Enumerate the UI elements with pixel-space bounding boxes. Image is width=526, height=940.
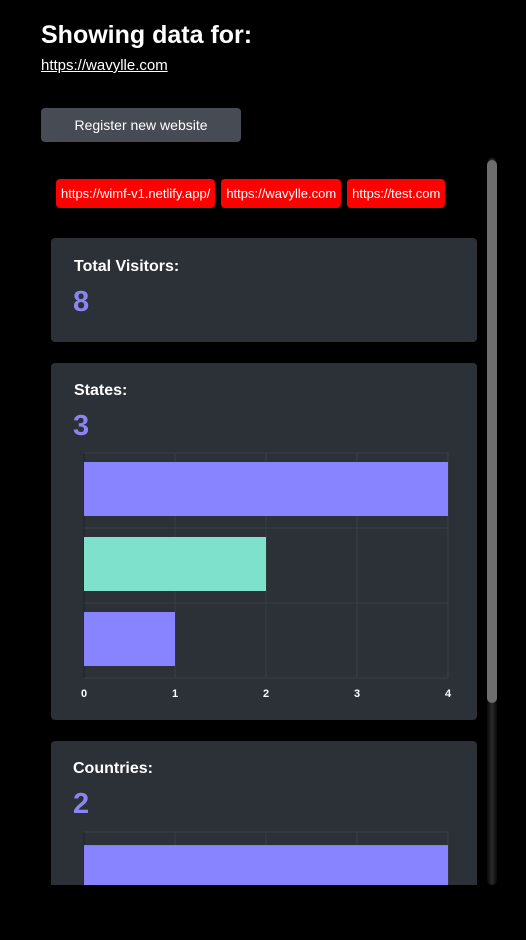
page-title: Showing data for: [41, 21, 253, 49]
countries-label: Countries: [73, 760, 153, 777]
states-value: 3 [73, 410, 90, 442]
x-tick-label: 3 [354, 688, 360, 700]
website-chip[interactable]: https://wimf-v1.netlify.app/ [56, 179, 216, 208]
countries-card: Countries: 2 [51, 741, 477, 885]
website-chip-list: https://wimf-v1.netlify.app/ https://wav… [56, 179, 446, 208]
scrollbar-thumb[interactable] [487, 160, 497, 703]
bar [84, 612, 175, 666]
countries-bar-chart [83, 831, 449, 885]
x-tick-label: 0 [81, 688, 87, 700]
website-chip[interactable]: https://test.com [347, 179, 446, 208]
x-tick-label: 1 [172, 688, 178, 700]
bar [84, 537, 266, 591]
register-website-button[interactable]: Register new website [41, 108, 241, 142]
total-visitors-card: Total Visitors: 8 [51, 238, 477, 342]
states-card: States: 3 0 1 2 3 4 [51, 363, 477, 720]
states-label: States: [74, 382, 128, 399]
x-tick-label: 4 [445, 688, 452, 700]
dashboard-scroll-area[interactable]: https://wimf-v1.netlify.app/ https://wav… [41, 158, 486, 885]
total-visitors-value: 8 [73, 286, 90, 318]
total-visitors-label: Total Visitors: [74, 258, 180, 275]
bar [84, 462, 448, 516]
website-chip[interactable]: https://wavylle.com [221, 179, 342, 208]
scrollbar-track[interactable] [487, 158, 497, 885]
x-tick-label: 2 [263, 688, 269, 700]
bar [84, 845, 448, 885]
current-site-link[interactable]: https://wavylle.com [41, 57, 168, 74]
countries-value: 2 [73, 788, 90, 820]
states-bar-chart: 0 1 2 3 4 [81, 452, 452, 700]
